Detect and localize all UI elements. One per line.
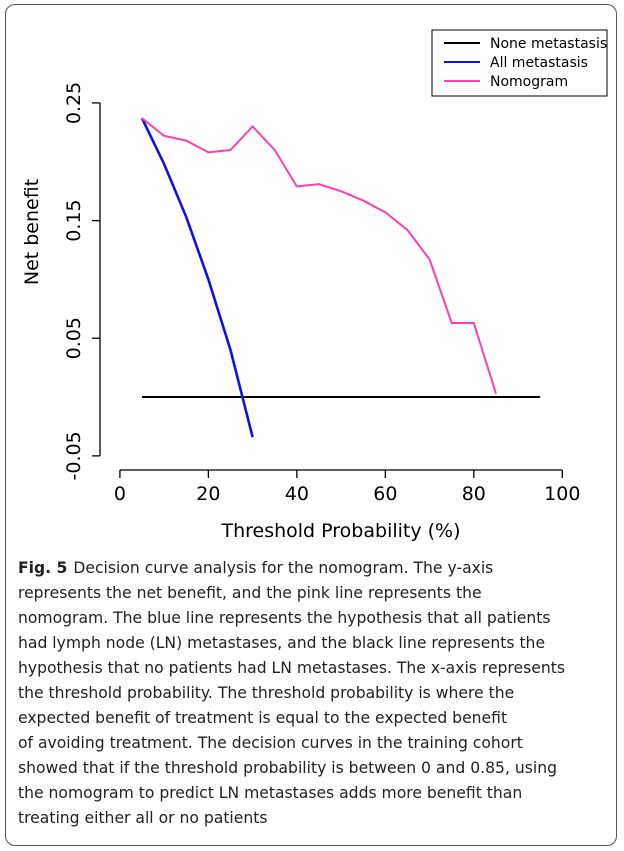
caption-text: expected benefit of treatment is equal t… <box>18 709 508 727</box>
caption-text: had lymph node (LN) metastases, and the … <box>18 634 546 652</box>
caption-line: had lymph node (LN) metastases, and the … <box>18 631 613 656</box>
x-tick-label: 40 <box>285 483 309 505</box>
caption-line: hypothesis that no patients had LN metas… <box>18 656 613 681</box>
caption-text: showed that if the threshold probability… <box>18 759 557 777</box>
caption-line: nomogram. The blue line represents the h… <box>18 606 613 631</box>
caption-line: showed that if the threshold probability… <box>18 756 613 781</box>
caption-line: Fig. 5 Decision curve analysis for the no… <box>18 556 613 581</box>
legend-label: All metastasis <box>490 55 588 71</box>
caption-line: represents the net benefit, and the pink… <box>18 581 613 606</box>
x-tick-label: 60 <box>373 483 397 505</box>
caption-text: the threshold probability. The threshold… <box>18 684 515 702</box>
legend-label: Nomogram <box>490 74 568 90</box>
caption-text: of avoiding treatment. The decision curv… <box>18 734 523 752</box>
caption-text: the nomogram to predict LN metastases ad… <box>18 784 523 802</box>
caption-text: treating either all or no patients <box>18 809 268 827</box>
y-tick-label: 0.05 <box>63 317 85 359</box>
caption-line: the nomogram to predict LN metastases ad… <box>18 781 613 806</box>
caption-label: Fig. 5 <box>18 559 68 577</box>
caption-text: represents the net benefit, and the pink… <box>18 584 482 602</box>
legend: None metastasis All metastasis Nomogram <box>431 29 608 97</box>
caption-line: expected benefit of treatment is equal t… <box>18 706 613 731</box>
x-axis-label: Threshold Probability (%) <box>220 520 460 542</box>
chart: Net benefit Threshold Probability (%) 0 2… <box>21 29 608 542</box>
y-tick-label: -0.05 <box>63 431 85 480</box>
x-tick-label: 100 <box>544 483 580 505</box>
caption-text: nomogram. The blue line represents the h… <box>18 609 551 627</box>
caption-line: of avoiding treatment. The decision curv… <box>18 731 613 756</box>
x-tick-label: 80 <box>462 483 486 505</box>
x-tick-label: 20 <box>196 483 220 505</box>
figure-frame <box>5 4 617 846</box>
y-axis-label: Net benefit <box>21 179 43 285</box>
caption: Fig. 5 Decision curve analysis for the no… <box>18 556 613 831</box>
caption-text: Decision curve analysis for the nomogram… <box>73 559 494 577</box>
x-tick-label: 0 <box>114 483 126 505</box>
y-tick-label: 0.25 <box>63 82 85 124</box>
caption-line: the threshold probability. The threshold… <box>18 681 613 706</box>
caption-line: treating either all or no patients <box>18 806 613 831</box>
series-line <box>141 117 497 394</box>
caption-text: hypothesis that no patients had LN metas… <box>18 659 565 677</box>
y-tick-label: 0.15 <box>63 199 85 241</box>
series-line <box>140 117 254 438</box>
legend-label: None metastasis <box>490 36 607 52</box>
